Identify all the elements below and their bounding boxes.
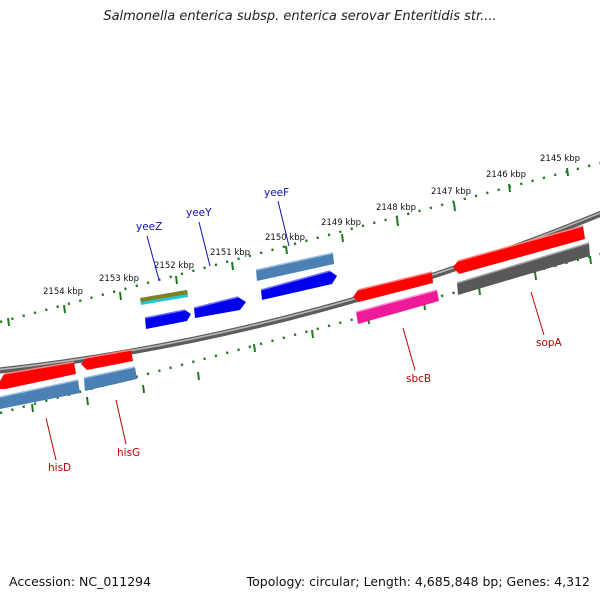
- ruler-label: 2145 kbp: [540, 154, 580, 164]
- ruler-label: 2149 kbp: [321, 218, 361, 228]
- gene-hisG[interactable]: [83, 366, 137, 391]
- gene-yeeF-steel[interactable]: [255, 252, 334, 281]
- label-leaders-blue: [146, 200, 290, 281]
- gene-label-yeeZ[interactable]: yeeZ: [136, 221, 162, 233]
- ruler-label: 2148 kbp: [376, 203, 416, 213]
- gene-sbcB[interactable]: [355, 289, 439, 324]
- ruler-label: 2146 kbp: [486, 170, 526, 180]
- gene-label-hisD[interactable]: hisD: [48, 462, 71, 474]
- ruler-label: 2150 kbp: [265, 233, 305, 243]
- ruler-labels: 2145 kbp 2146 kbp 2147 kbp 2148 kbp 2149…: [43, 154, 580, 297]
- gene-label-yeeF[interactable]: yeeF: [264, 187, 289, 199]
- gene-hisD-red[interactable]: [0, 361, 76, 389]
- gene-sbcB-red[interactable]: [353, 271, 433, 302]
- map-title: Salmonella enterica subsp. enterica sero…: [103, 9, 497, 24]
- gene-yeeY[interactable]: [193, 296, 246, 318]
- ruler-label: 2153 kbp: [99, 274, 139, 284]
- gene-sopA-red[interactable]: [453, 225, 585, 274]
- gene-yeeF[interactable]: [260, 270, 337, 300]
- gene-label-yeeY[interactable]: yeeY: [186, 207, 212, 219]
- gene-label-sopA[interactable]: sopA: [536, 337, 563, 349]
- gene-hisD[interactable]: [0, 379, 80, 409]
- ruler-label: 2147 kbp: [431, 187, 471, 197]
- ruler-label: 2151 kbp: [210, 248, 250, 258]
- gene-label-hisG[interactable]: hisG: [117, 447, 140, 459]
- gene-hisG-red[interactable]: [81, 349, 133, 370]
- ruler-label: 2154 kbp: [43, 287, 83, 297]
- ruler-label: 2152 kbp: [154, 261, 194, 271]
- gene-olive-cyan[interactable]: [140, 290, 188, 305]
- gene-label-sbcB[interactable]: sbcB: [406, 373, 431, 385]
- label-leaders-red: [45, 291, 545, 461]
- gene-yeeZ[interactable]: [144, 309, 191, 329]
- outer-ruler-ticks: [7, 167, 569, 327]
- gene-sopA[interactable]: [456, 242, 590, 295]
- inner-ruler-ticks: [31, 255, 592, 413]
- accession-label: Accession: NC_011294: [9, 574, 152, 589]
- genome-stats-label: Topology: circular; Length: 4,685,848 bp…: [246, 574, 590, 589]
